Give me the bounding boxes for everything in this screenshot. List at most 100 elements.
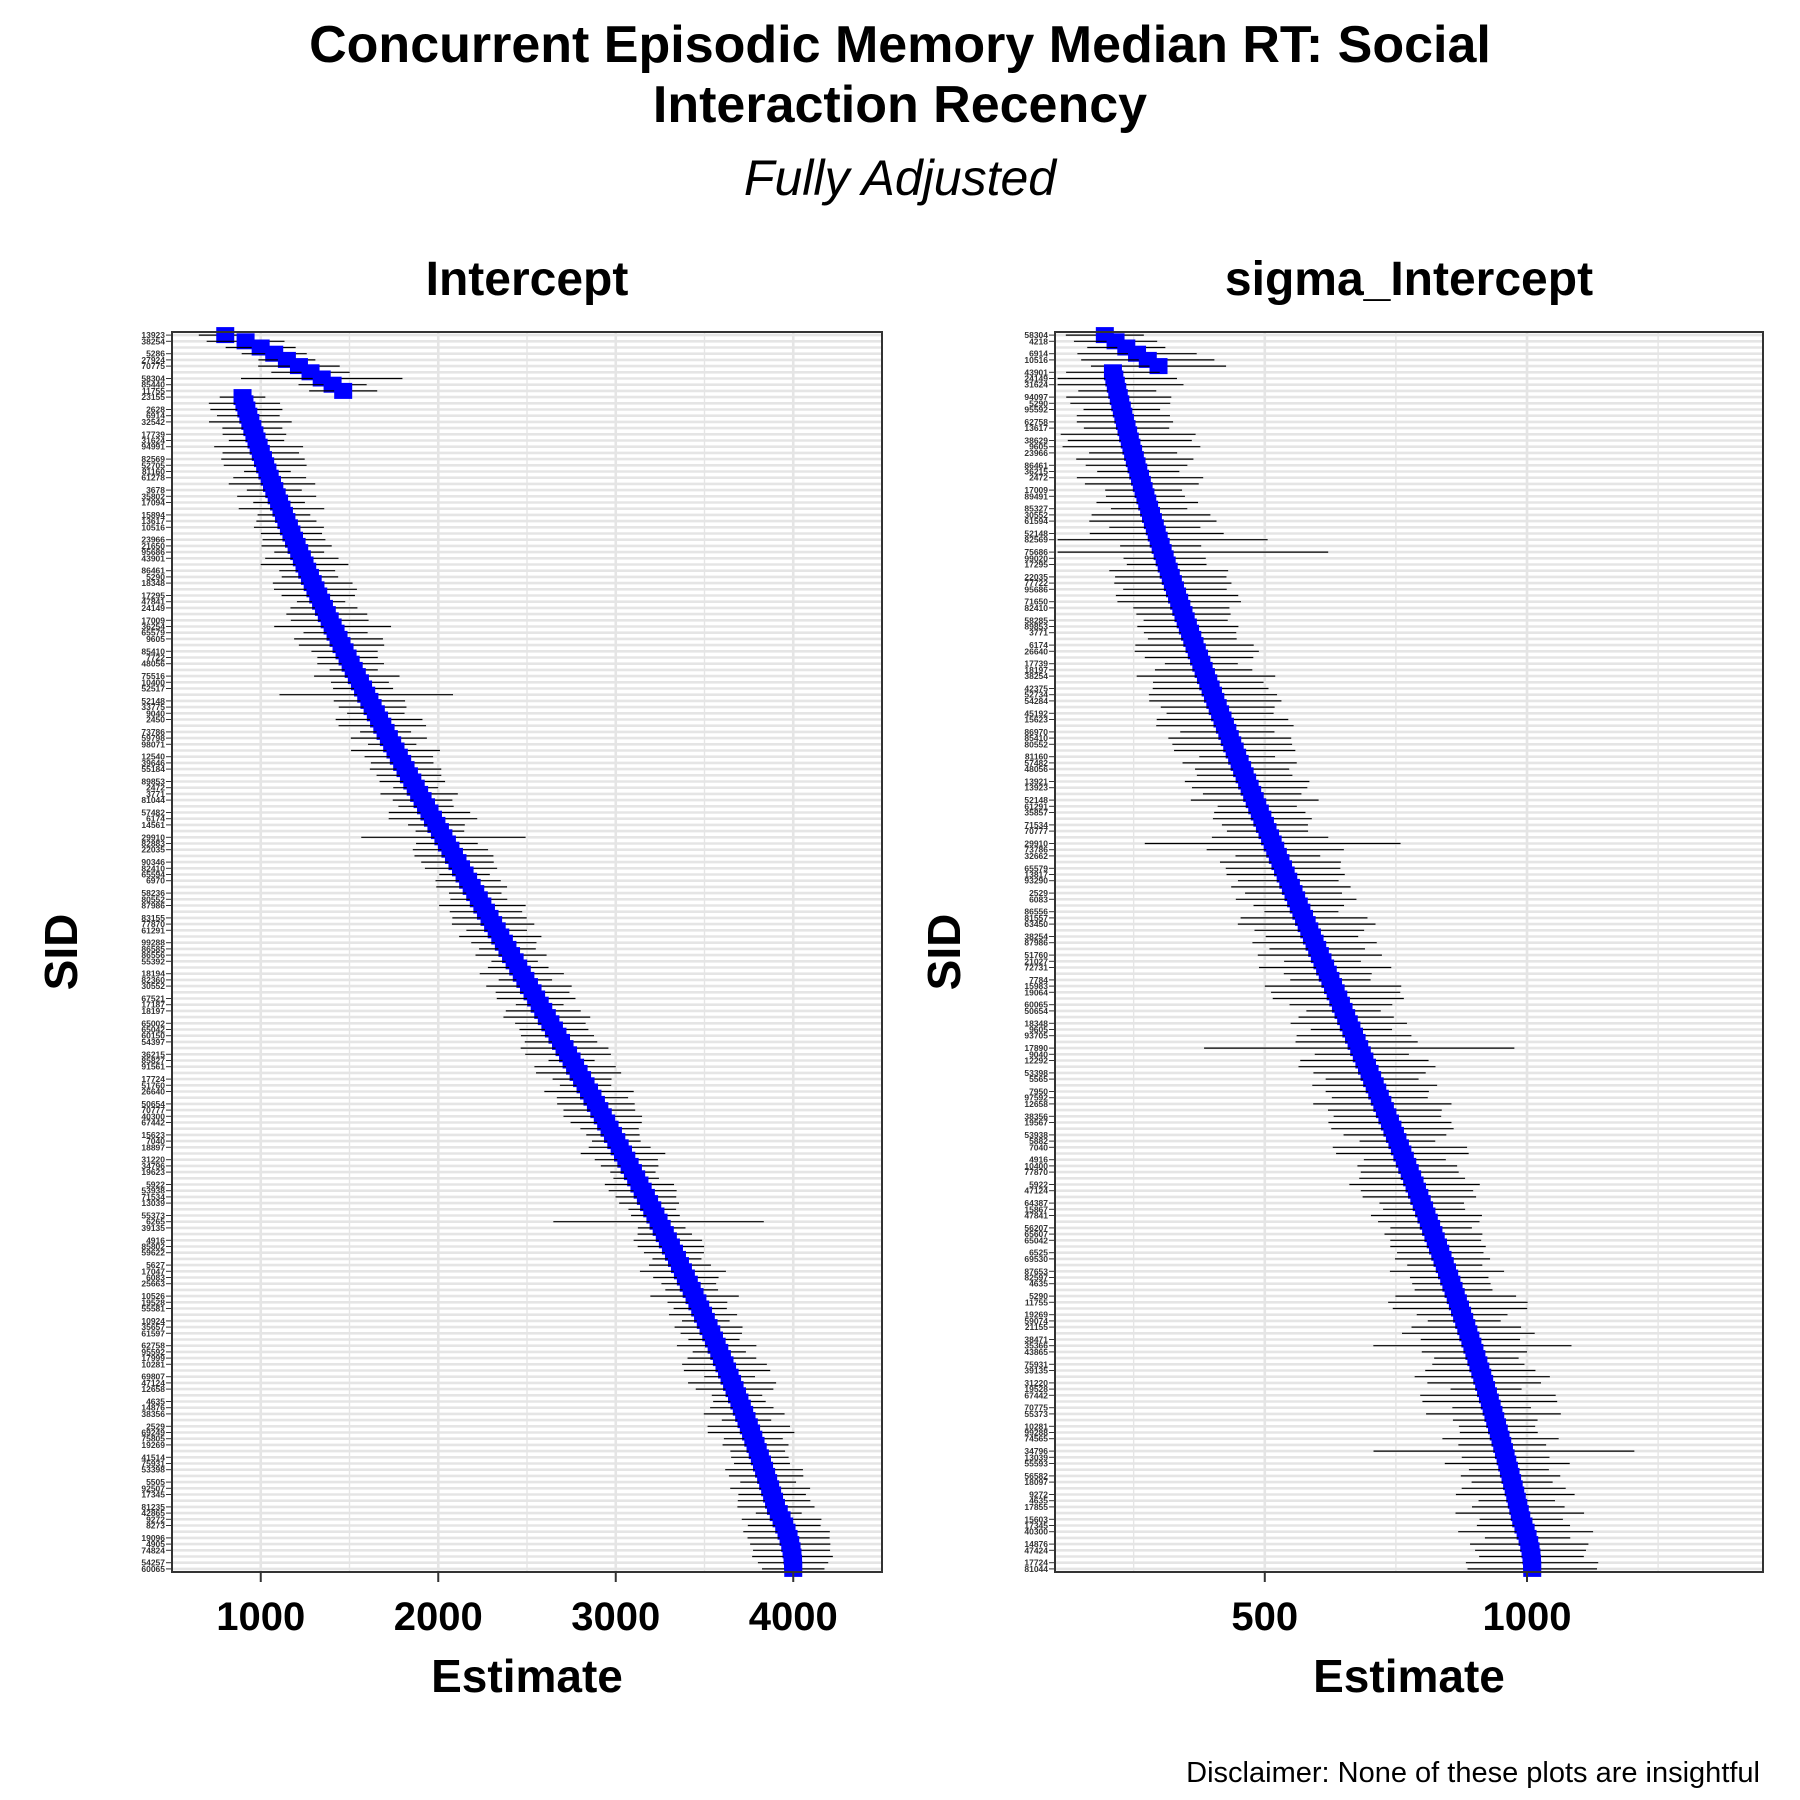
y-tick-label: 53938 (141, 1186, 165, 1196)
y-tick-label: 2472 (1029, 473, 1048, 483)
point (1149, 358, 1168, 375)
x-axis-title: Estimate (431, 1650, 623, 1702)
y-tick-label: 95592 (1024, 405, 1048, 415)
y-tick-label: 86461 (1024, 460, 1048, 470)
y-tick-label: 61291 (1024, 801, 1048, 811)
y-tick-label: 7040 (1029, 1142, 1048, 1152)
y-tick-label: 92507 (141, 1483, 165, 1493)
y-tick-label: 47841 (1024, 1211, 1048, 1221)
y-tick-label: 27924 (141, 355, 165, 365)
y-tick-label: 14876 (1024, 1539, 1048, 1549)
y-tick-label: 75931 (141, 1459, 165, 1469)
y-tick-label: 35802 (141, 491, 165, 501)
y-tick-label: 12540 (141, 752, 165, 762)
y-tick-label: 86585 (141, 944, 165, 954)
y-tick-label: 9605 (1029, 1025, 1048, 1035)
y-tick-label: 43901 (141, 553, 165, 563)
y-tick-label: 42865 (141, 1508, 165, 1518)
x-tick-label: 1000 (216, 1595, 305, 1639)
y-tick-label: 18348 (141, 578, 165, 588)
y-tick-label: 73786 (141, 727, 165, 737)
y-tick-label: 29910 (1024, 839, 1048, 849)
point (251, 339, 270, 356)
y-tick-label: 9040 (1029, 1049, 1048, 1059)
y-tick-label: 38629 (1024, 436, 1048, 446)
y-tick-label: 52148 (141, 696, 165, 706)
y-tick-label: 13039 (141, 1198, 165, 1208)
y-tick-label: 3771 (146, 789, 165, 799)
y-tick-label: 17739 (1024, 659, 1048, 669)
x-tick-label: 3000 (571, 1595, 660, 1639)
y-tick-label: 89853 (1024, 622, 1048, 632)
y-tick-label: 35366 (1024, 1341, 1048, 1351)
y-tick-label: 81044 (1024, 1564, 1048, 1574)
y-tick-label: 12658 (141, 1384, 165, 1394)
y-tick-label: 94991 (141, 442, 165, 452)
y-tick-label: 19269 (141, 1440, 165, 1450)
y-tick-label: 95686 (141, 547, 165, 557)
y-tick-label: 97592 (1024, 1093, 1048, 1103)
y-tick-label: 51760 (141, 1080, 165, 1090)
y-tick-label: 43901 (1024, 367, 1048, 377)
y-tick-label: 2628 (146, 405, 165, 415)
y-tick-label: 32662 (1024, 851, 1048, 861)
y-tick-label: 60065 (1024, 1000, 1048, 1010)
panels: 1392338254528627924707755830485440117552… (35, 253, 1764, 1702)
y-tick-label: 6083 (146, 1273, 165, 1283)
y-tick-label: 19269 (1024, 1310, 1048, 1320)
y-tick-label: 61594 (1024, 516, 1048, 526)
y-tick-label: 91561 (141, 1062, 165, 1072)
y-tick-label: 59074 (1024, 1316, 1048, 1326)
y-tick-label: 62758 (1024, 417, 1048, 427)
y-tick-label: 87986 (1024, 938, 1048, 948)
y-tick-label: 35657 (141, 1322, 165, 1332)
y-tick-label: 77722 (1024, 578, 1048, 588)
y-tick-label: 2450 (146, 715, 165, 725)
y-tick-label: 81044 (141, 795, 165, 805)
y-tick-label: 93705 (1024, 1031, 1048, 1041)
y-tick-label: 23966 (141, 535, 165, 545)
y-tick-label: 26640 (1024, 646, 1048, 656)
y-tick-label: 85440 (141, 380, 165, 390)
y-tick-label: 10281 (1024, 1421, 1048, 1431)
y-tick-label: 85410 (1024, 733, 1048, 743)
y-tick-label: 5290 (1029, 398, 1048, 408)
y-tick-label: 14876 (141, 1403, 165, 1413)
y-tick-label: 82360 (141, 975, 165, 985)
y-tick-label: 30552 (141, 981, 165, 991)
y-tick-label: 15983 (1024, 981, 1048, 991)
x-tick-label: 4000 (749, 1595, 838, 1639)
y-tick-label: 5505 (146, 1477, 165, 1487)
y-tick-label: 11755 (1025, 1297, 1048, 1307)
y-tick-label: 53398 (1024, 1068, 1048, 1078)
y-tick-label: 82883 (141, 839, 165, 849)
y-tick-label: 82569 (141, 454, 165, 464)
y-tick-label: 74565 (1024, 1434, 1048, 1444)
y-tick-label: 58304 (141, 374, 165, 384)
y-tick-label: 13617 (1024, 423, 1048, 433)
y-tick-label: 6174 (1029, 640, 1048, 650)
y-tick-label: 83155 (141, 913, 165, 923)
y-tick-label: 72731 (1024, 963, 1048, 973)
y-tick-label: 7722 (146, 653, 165, 663)
y-tick-label: 10526 (141, 1291, 165, 1301)
y-tick-label: 55373 (1024, 1409, 1048, 1419)
y-tick-label: 75931 (1024, 1359, 1048, 1369)
point (334, 382, 353, 399)
y-tick-label: 65594 (141, 870, 165, 880)
y-tick-label: 17047 (141, 1266, 165, 1276)
y-tick-label: 4635 (146, 1397, 165, 1407)
y-tick-label: 11755 (142, 386, 165, 396)
y-tick-label: 41514 (141, 1452, 165, 1462)
y-tick-label: 86970 (1024, 727, 1048, 737)
y-tick-label: 15894 (141, 510, 165, 520)
y-tick-label: 5922 (146, 1180, 165, 1190)
y-tick-label: 54397 (141, 1037, 165, 1047)
y-tick-label: 60065 (141, 1564, 165, 1574)
y-tick-label: 9272 (1029, 1490, 1048, 1500)
y-tick-label: 15623 (1024, 715, 1048, 725)
y-tick-label: 85327 (1024, 504, 1048, 514)
y-tick-label: 70777 (1024, 826, 1048, 836)
y-tick-label: 5286 (146, 349, 165, 359)
y-tick-label: 10516 (1024, 355, 1048, 365)
